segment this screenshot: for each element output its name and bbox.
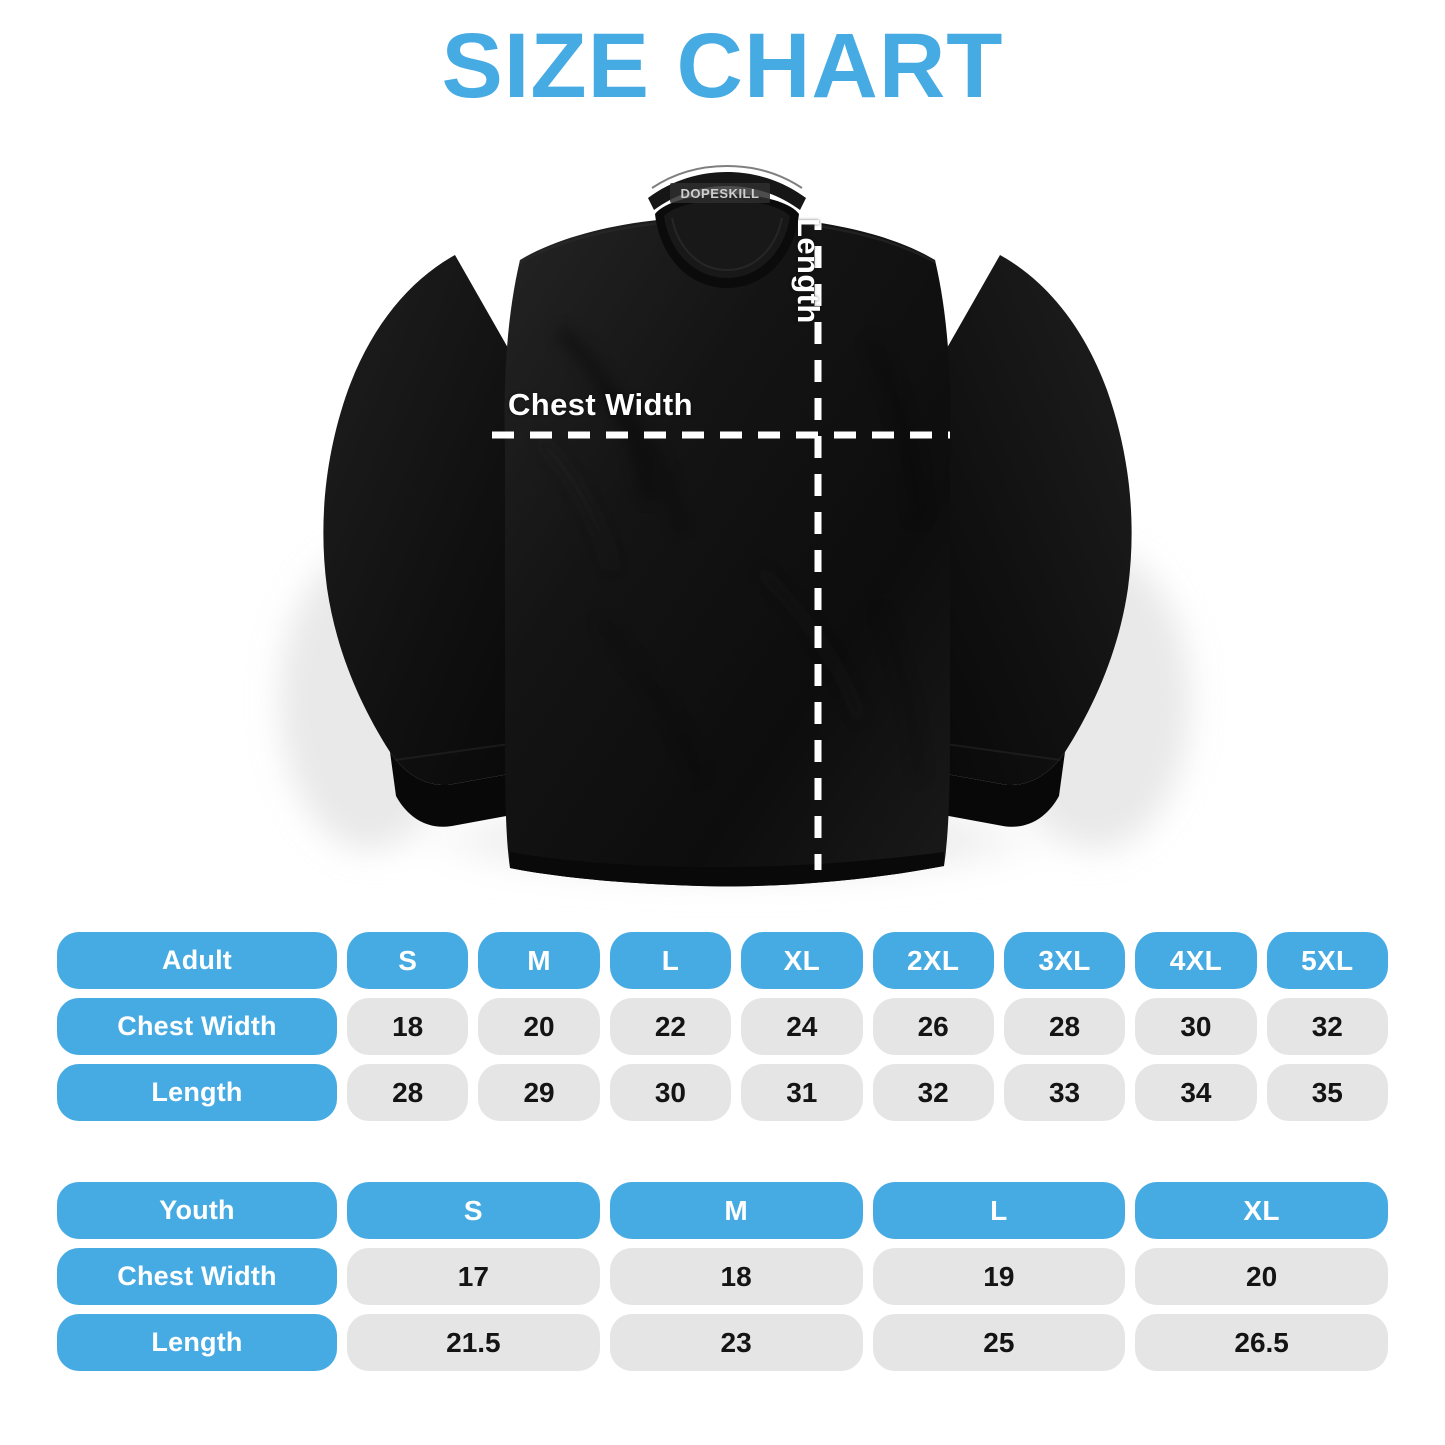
length-dimension-label: Length bbox=[791, 218, 826, 324]
adult-chest-width-xl: 24 bbox=[741, 998, 863, 1055]
adult-length-s: 28 bbox=[347, 1064, 469, 1121]
collar bbox=[648, 164, 806, 288]
neck-tag: DOPESKILL bbox=[670, 183, 770, 203]
youth-col-s: S bbox=[347, 1182, 600, 1239]
adult-chest-width-5xl: 32 bbox=[1266, 998, 1388, 1055]
youth-length-s: 21.5 bbox=[347, 1314, 600, 1371]
adult-chest-width-m: 20 bbox=[478, 998, 600, 1055]
adult-chest-width-s: 18 bbox=[347, 998, 469, 1055]
adult-chest-width-2xl: 26 bbox=[872, 998, 994, 1055]
adult-length-4xl: 34 bbox=[1135, 1064, 1257, 1121]
youth-size-table: Youth S M L XL Chest Width 17 18 19 20 L… bbox=[0, 1182, 1445, 1371]
adult-length-xl: 31 bbox=[741, 1064, 863, 1121]
youth-chest-width-m: 18 bbox=[609, 1248, 863, 1305]
adult-chest-width-4xl: 30 bbox=[1135, 998, 1257, 1055]
youth-chest-width-xl: 20 bbox=[1135, 1248, 1388, 1305]
adult-length-3xl: 33 bbox=[1003, 1064, 1126, 1121]
youth-chest-width-label: Chest Width bbox=[57, 1248, 337, 1305]
adult-col-3xl: 3XL bbox=[1003, 932, 1126, 989]
adult-length-2xl: 32 bbox=[872, 1064, 994, 1121]
youth-chest-width-l: 19 bbox=[872, 1248, 1126, 1305]
youth-col-m: M bbox=[609, 1182, 863, 1239]
adult-group-label: Adult bbox=[57, 932, 337, 989]
size-tables: Adult S M L XL 2XL 3XL 4XL 5XL Chest Wid… bbox=[0, 932, 1445, 1380]
adult-chest-width-row: Chest Width 18 20 22 24 26 28 30 32 bbox=[0, 998, 1445, 1055]
table-spacer bbox=[0, 1130, 1445, 1182]
adult-length-label: Length bbox=[57, 1064, 337, 1121]
adult-length-5xl: 35 bbox=[1266, 1064, 1388, 1121]
page-title: SIZE CHART bbox=[441, 15, 1004, 117]
brand-tag-text: DOPESKILL bbox=[681, 186, 760, 201]
garment-illustration: DOPESKILL Chest Width Length bbox=[0, 140, 1445, 920]
adult-col-4xl: 4XL bbox=[1135, 932, 1257, 989]
youth-group-label: Youth bbox=[57, 1182, 337, 1239]
adult-col-xl: XL bbox=[741, 932, 863, 989]
youth-length-xl: 26.5 bbox=[1135, 1314, 1388, 1371]
shirt-body bbox=[504, 218, 951, 887]
shirt-svg: DOPESKILL bbox=[280, 164, 1190, 888]
adult-header-row: Adult S M L XL 2XL 3XL 4XL 5XL bbox=[0, 932, 1445, 989]
adult-col-l: L bbox=[609, 932, 732, 989]
adult-size-table: Adult S M L XL 2XL 3XL 4XL 5XL Chest Wid… bbox=[0, 932, 1445, 1121]
adult-col-2xl: 2XL bbox=[872, 932, 994, 989]
youth-col-l: L bbox=[872, 1182, 1126, 1239]
adult-length-l: 30 bbox=[609, 1064, 732, 1121]
youth-col-xl: XL bbox=[1135, 1182, 1388, 1239]
measurement-lines bbox=[492, 170, 950, 870]
adult-chest-width-3xl: 28 bbox=[1003, 998, 1126, 1055]
youth-length-row: Length 21.5 23 25 26.5 bbox=[0, 1314, 1445, 1371]
youth-length-label: Length bbox=[57, 1314, 337, 1371]
youth-chest-width-row: Chest Width 17 18 19 20 bbox=[0, 1248, 1445, 1305]
youth-header-row: Youth S M L XL bbox=[0, 1182, 1445, 1239]
adult-chest-width-l: 22 bbox=[609, 998, 732, 1055]
adult-length-row: Length 28 29 30 31 32 33 34 35 bbox=[0, 1064, 1445, 1121]
adult-length-m: 29 bbox=[478, 1064, 600, 1121]
youth-length-m: 23 bbox=[609, 1314, 863, 1371]
adult-col-s: S bbox=[347, 932, 469, 989]
adult-col-5xl: 5XL bbox=[1266, 932, 1388, 989]
adult-col-m: M bbox=[478, 932, 600, 989]
youth-length-l: 25 bbox=[872, 1314, 1126, 1371]
youth-chest-width-s: 17 bbox=[347, 1248, 600, 1305]
adult-chest-width-label: Chest Width bbox=[57, 998, 337, 1055]
chest-width-dimension-label: Chest Width bbox=[508, 387, 693, 422]
